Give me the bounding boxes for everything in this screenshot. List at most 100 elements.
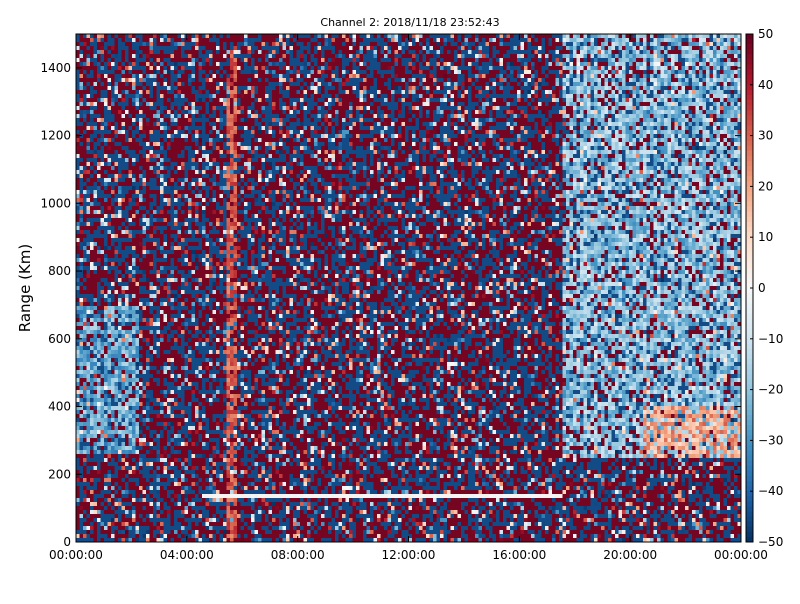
heatmap-cell bbox=[170, 130, 175, 135]
heatmap-cell bbox=[370, 94, 374, 99]
heatmap-cell bbox=[629, 106, 633, 111]
heatmap-cell bbox=[492, 66, 497, 71]
heatmap-cell bbox=[240, 34, 245, 39]
heatmap-cell bbox=[279, 114, 283, 119]
heatmap-cell bbox=[681, 98, 686, 103]
heatmap-cell bbox=[142, 38, 147, 43]
heatmap-cell bbox=[510, 66, 514, 71]
heatmap-cell bbox=[534, 106, 539, 111]
heatmap-cell bbox=[153, 46, 157, 51]
heatmap-cell bbox=[352, 114, 357, 119]
heatmap-cell bbox=[699, 102, 703, 107]
heatmap-cell bbox=[86, 42, 91, 47]
heatmap-cell bbox=[153, 70, 157, 75]
heatmap-cell bbox=[352, 106, 357, 111]
heatmap-cell bbox=[457, 90, 462, 95]
heatmap-cell bbox=[671, 34, 675, 39]
heatmap-cell bbox=[454, 106, 458, 111]
heatmap-cell bbox=[153, 102, 157, 107]
heatmap-cell bbox=[345, 78, 350, 83]
heatmap-cell bbox=[209, 130, 213, 135]
heatmap-cell bbox=[121, 50, 126, 55]
heatmap-cell bbox=[100, 130, 105, 135]
heatmap-cell bbox=[643, 82, 647, 87]
heatmap-cell bbox=[685, 118, 689, 123]
heatmap-cell bbox=[317, 70, 322, 75]
heatmap-cell bbox=[419, 62, 423, 67]
heatmap-cell bbox=[657, 106, 661, 111]
heatmap-cell bbox=[352, 118, 357, 123]
heatmap-cell bbox=[391, 70, 395, 75]
heatmap-cell bbox=[254, 90, 259, 95]
heatmap-cell bbox=[317, 114, 322, 119]
heatmap-cell bbox=[531, 58, 535, 63]
heatmap-cell bbox=[412, 50, 416, 55]
heatmap-cell bbox=[541, 110, 546, 115]
heatmap-cell bbox=[188, 42, 192, 47]
heatmap-cell bbox=[517, 42, 521, 47]
heatmap-cell bbox=[552, 130, 556, 135]
heatmap-cell bbox=[454, 98, 458, 103]
heatmap-cell bbox=[79, 42, 84, 47]
heatmap-cell bbox=[555, 118, 560, 123]
heatmap-cell bbox=[177, 106, 182, 111]
heatmap-cell bbox=[485, 134, 490, 139]
heatmap-cell bbox=[594, 102, 598, 107]
heatmap-cell bbox=[293, 122, 297, 127]
heatmap-cell bbox=[279, 42, 283, 47]
heatmap-cell bbox=[527, 82, 532, 87]
heatmap-cell bbox=[251, 106, 255, 111]
heatmap-cell bbox=[639, 106, 644, 111]
heatmap-cell bbox=[678, 58, 682, 63]
heatmap-cell bbox=[541, 90, 546, 95]
heatmap-cell bbox=[713, 38, 717, 43]
heatmap-cell bbox=[314, 34, 318, 39]
heatmap-cell bbox=[237, 50, 241, 55]
heatmap-cell bbox=[408, 102, 413, 107]
heatmap-cell bbox=[79, 54, 84, 59]
heatmap-cell bbox=[349, 90, 353, 95]
heatmap-cell bbox=[387, 62, 392, 67]
heatmap-cell bbox=[699, 34, 703, 39]
heatmap-cell bbox=[373, 70, 378, 75]
heatmap-cell bbox=[132, 118, 136, 123]
heatmap-cell bbox=[233, 46, 238, 51]
heatmap-cell bbox=[517, 134, 521, 139]
heatmap-cell bbox=[471, 98, 476, 103]
heatmap-cell bbox=[685, 58, 689, 63]
heatmap-cell bbox=[464, 34, 469, 39]
heatmap-cell bbox=[97, 34, 101, 39]
heatmap-cell bbox=[534, 62, 539, 67]
heatmap-cell bbox=[107, 122, 112, 127]
heatmap-cell bbox=[461, 38, 465, 43]
heatmap-cell bbox=[688, 114, 693, 119]
heatmap-cell bbox=[237, 54, 241, 59]
heatmap-cell bbox=[156, 50, 161, 55]
heatmap-cell bbox=[209, 114, 213, 119]
heatmap-cell bbox=[174, 66, 178, 71]
heatmap-cell bbox=[492, 62, 497, 67]
heatmap-cell bbox=[653, 78, 658, 83]
heatmap-cell bbox=[205, 114, 210, 119]
heatmap-cell bbox=[394, 134, 399, 139]
heatmap-cell bbox=[191, 86, 196, 91]
heatmap-cell bbox=[174, 38, 178, 43]
heatmap-cell bbox=[447, 58, 451, 63]
heatmap-cell bbox=[608, 106, 612, 111]
heatmap-cell bbox=[461, 34, 465, 39]
heatmap-cell bbox=[174, 98, 178, 103]
heatmap-cell bbox=[394, 54, 399, 59]
heatmap-cell bbox=[237, 70, 241, 75]
heatmap-cell bbox=[237, 134, 241, 139]
heatmap-cell bbox=[303, 50, 308, 55]
heatmap-cell bbox=[114, 46, 119, 51]
heatmap-cell bbox=[212, 38, 217, 43]
heatmap-cell bbox=[118, 42, 122, 47]
heatmap-cell bbox=[160, 86, 164, 91]
heatmap-cell bbox=[692, 50, 696, 55]
heatmap-cell bbox=[734, 118, 738, 123]
heatmap-cell bbox=[100, 134, 105, 139]
heatmap-cell bbox=[205, 106, 210, 111]
heatmap-cell bbox=[506, 42, 511, 47]
heatmap-cell bbox=[247, 50, 252, 55]
